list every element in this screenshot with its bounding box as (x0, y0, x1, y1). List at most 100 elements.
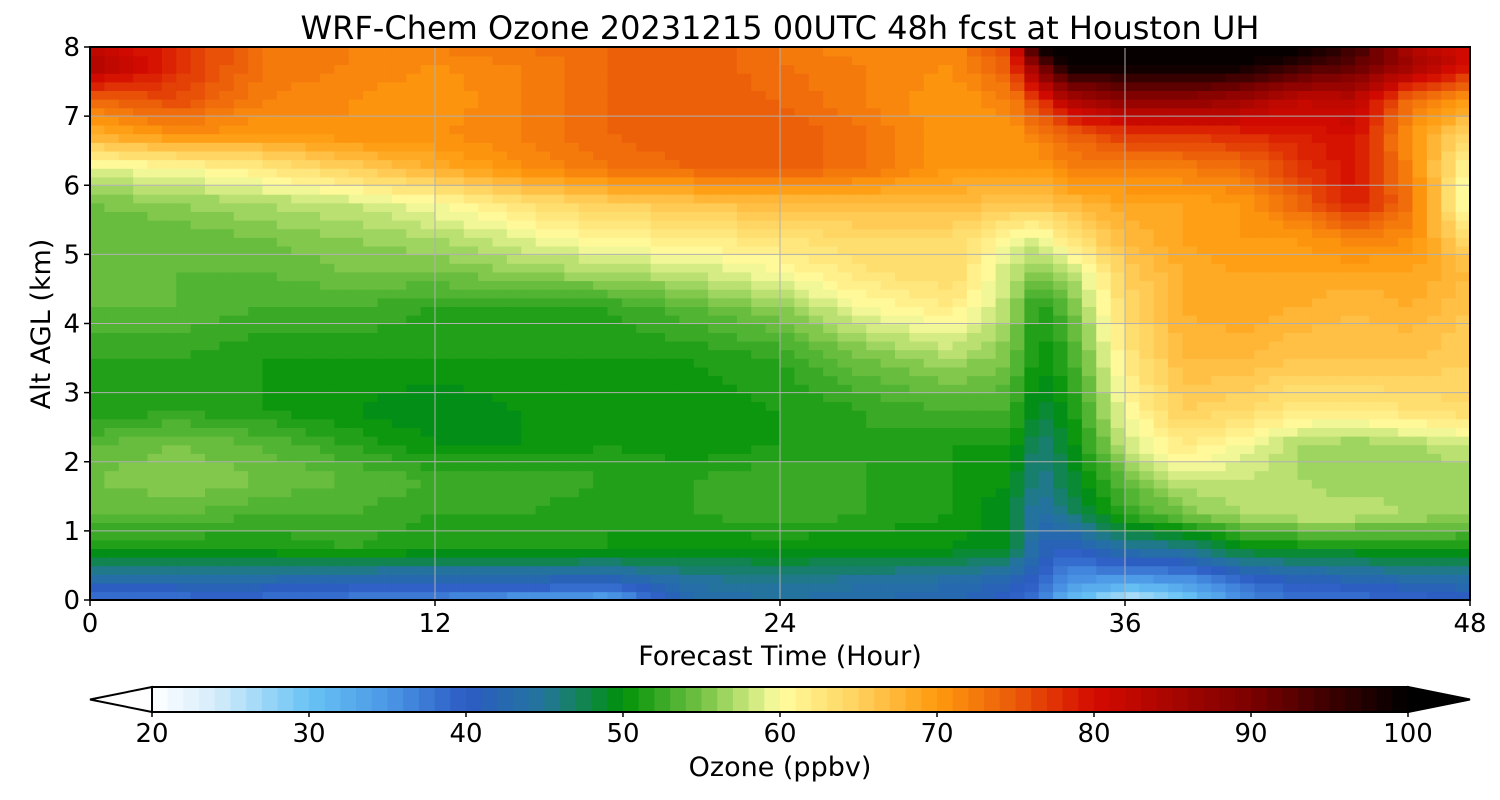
heatmap-cell (1168, 574, 1184, 584)
heatmap-cell (736, 548, 753, 558)
heatmap-cell (952, 530, 968, 541)
heatmap-cell (1153, 591, 1169, 600)
heatmap-cell (837, 470, 853, 480)
heatmap-cell (736, 556, 753, 567)
heatmap-cell (147, 366, 163, 377)
heatmap-cell (1225, 487, 1241, 498)
heatmap-cell (1340, 565, 1356, 575)
heatmap-cell (1369, 522, 1385, 532)
heatmap-cell (923, 565, 939, 575)
heatmap-cell (1326, 548, 1342, 558)
heatmap-cell (708, 487, 724, 498)
heatmap-cell (291, 237, 307, 247)
heatmap-cell (276, 548, 293, 558)
heatmap-cell (248, 366, 264, 377)
heatmap-cell (1010, 496, 1026, 506)
heatmap-cell (305, 375, 321, 385)
heatmap-cell (794, 254, 810, 264)
heatmap-cell (1297, 349, 1313, 359)
heatmap-cell (506, 297, 523, 308)
heatmap-cell (621, 574, 638, 584)
heatmap-cell (923, 340, 939, 351)
heatmap-cell (679, 340, 695, 351)
heatmap-cell (679, 375, 695, 385)
heatmap-cell (420, 306, 436, 316)
heatmap-cell (1225, 211, 1241, 221)
heatmap-cell (506, 383, 523, 394)
heatmap-cell (693, 358, 709, 368)
heatmap-cell (1441, 435, 1457, 446)
heatmap-cell (1225, 366, 1241, 377)
heatmap-cell (966, 150, 983, 161)
heatmap-cell (751, 401, 767, 411)
heatmap-cell (190, 444, 206, 454)
heatmap-cell (1053, 539, 1069, 549)
heatmap-cell (736, 539, 753, 549)
heatmap-cell (1067, 254, 1083, 264)
heatmap-cell (305, 435, 321, 446)
heatmap-cell (420, 366, 436, 377)
heatmap-cell (880, 159, 896, 169)
heatmap-cell (478, 314, 494, 325)
heatmap-cell (1182, 202, 1198, 212)
heatmap-cell (621, 513, 638, 524)
heatmap-cell (205, 185, 221, 195)
heatmap-cell (1254, 211, 1270, 221)
heatmap-cell (751, 574, 767, 584)
heatmap-cell (1326, 556, 1342, 567)
heatmap-cell (1369, 211, 1385, 221)
heatmap-cell (420, 211, 436, 221)
heatmap-cell (650, 237, 666, 247)
heatmap-cell (435, 297, 451, 308)
heatmap-cell (1240, 375, 1256, 385)
heatmap-cell (1096, 418, 1112, 428)
heatmap-cell (463, 591, 479, 600)
heatmap-cell (104, 444, 120, 454)
heatmap-cell (1067, 513, 1083, 524)
heatmap-cell (1326, 314, 1342, 325)
heatmap-cell (334, 323, 350, 333)
heatmap-cell (1168, 263, 1184, 273)
heatmap-cell (880, 453, 896, 463)
heatmap-cell (348, 271, 364, 282)
heatmap-cell (377, 314, 393, 325)
heatmap-cell (837, 219, 853, 230)
heatmap-cell (463, 383, 479, 394)
heatmap-cell (1110, 340, 1126, 351)
heatmap-cell (995, 504, 1011, 515)
heatmap-cell (276, 176, 293, 187)
heatmap-cell (147, 340, 163, 351)
heatmap-cell (492, 314, 508, 325)
heatmap-cell (1268, 323, 1284, 333)
heatmap-cell (161, 504, 178, 515)
heatmap-cell (233, 202, 249, 212)
heatmap-cell (1240, 565, 1256, 575)
heatmap-cell (190, 297, 206, 308)
heatmap-cell (722, 358, 738, 368)
heatmap-cell (1311, 288, 1328, 299)
heatmap-cell (1081, 522, 1098, 532)
heatmap-cell (895, 591, 911, 600)
heatmap-cell (808, 297, 824, 308)
heatmap-cell (895, 513, 911, 524)
heatmap-cell (808, 245, 824, 256)
heatmap-cell (506, 332, 523, 342)
heatmap-cell (1268, 513, 1284, 524)
heatmap-cell (492, 522, 508, 532)
heatmap-cell (1412, 522, 1428, 532)
heatmap-cell (176, 288, 192, 299)
heatmap-cell (176, 271, 192, 282)
heatmap-cell (449, 366, 465, 377)
heatmap-cell (449, 245, 465, 256)
heatmap-cell (909, 453, 925, 463)
heatmap-cell (1254, 401, 1270, 411)
heatmap-cell (851, 340, 868, 351)
heatmap-cell (506, 453, 523, 463)
heatmap-cell (320, 556, 336, 567)
heatmap-cell (837, 401, 853, 411)
heatmap-cell (808, 219, 824, 230)
heatmap-cell (1010, 167, 1026, 178)
heatmap-cell (521, 513, 537, 524)
heatmap-cell (1455, 340, 1470, 351)
heatmap-cell (248, 159, 264, 169)
